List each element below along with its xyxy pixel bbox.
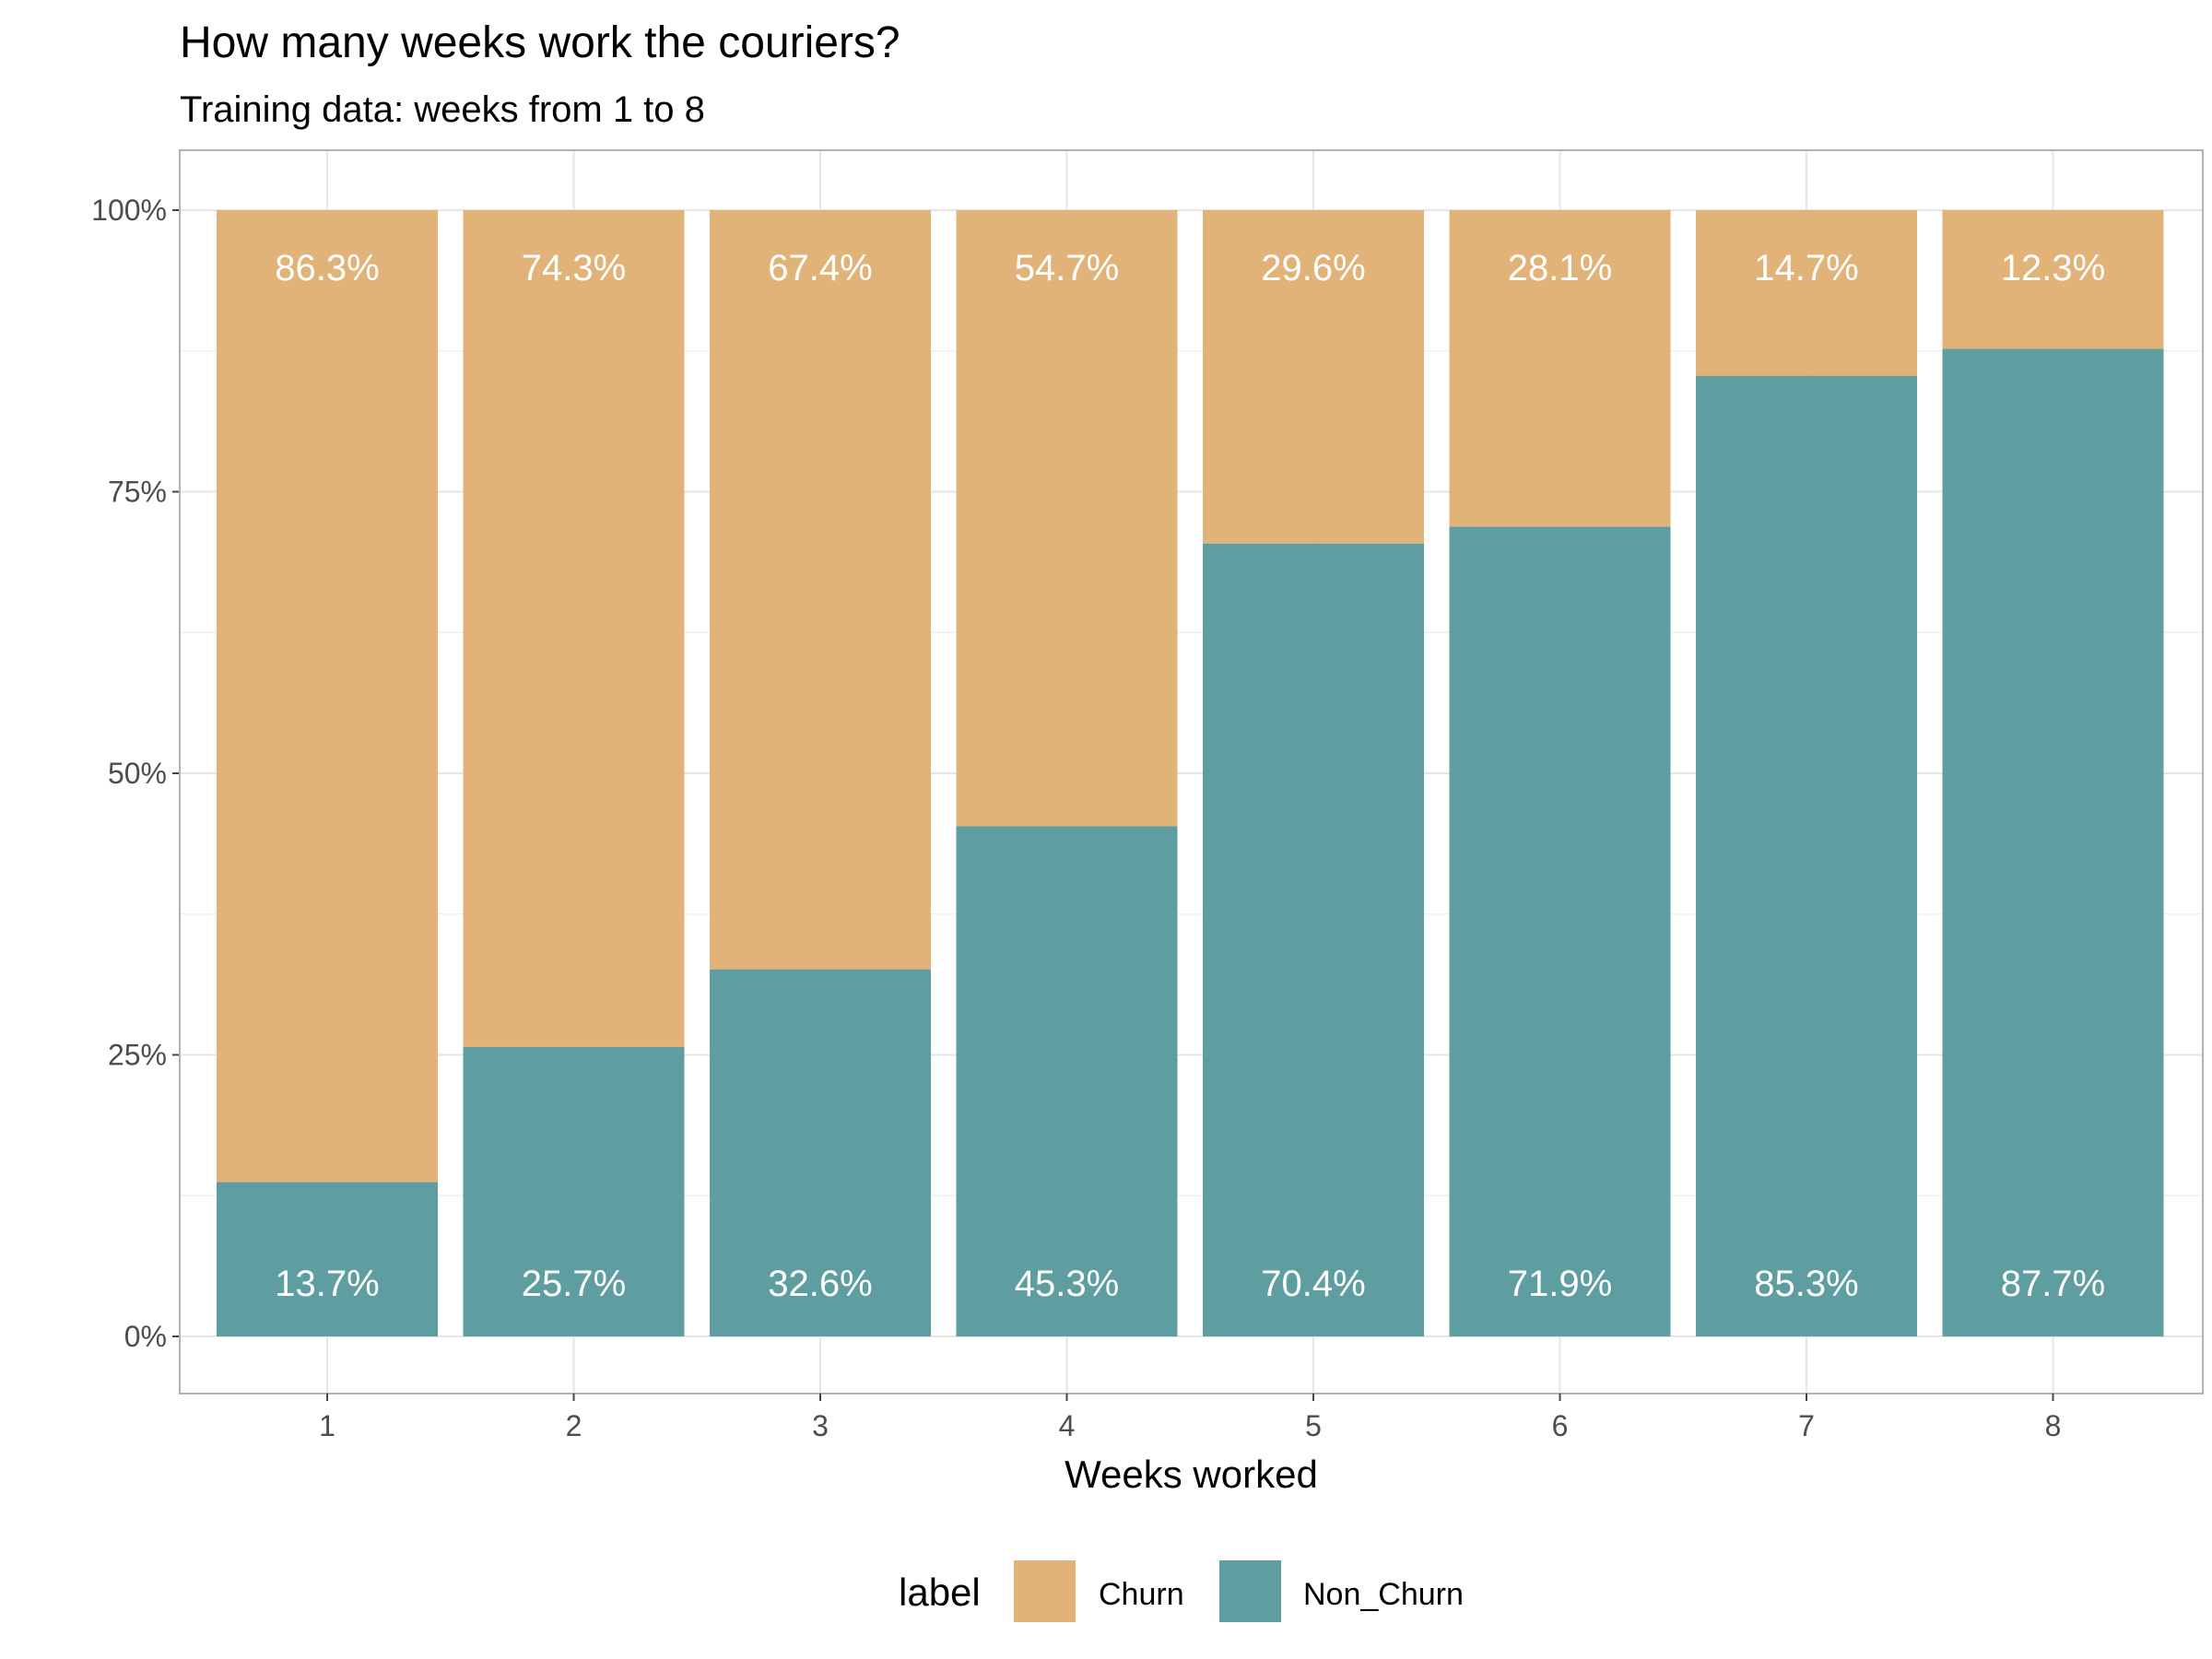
bar-churn: [956, 210, 1178, 827]
bar-non-churn: [1696, 375, 1917, 1336]
data-label-churn: 54.7%: [1015, 248, 1119, 288]
y-tick-label: 25%: [108, 1039, 167, 1072]
data-label-churn: 12.3%: [2001, 248, 2105, 288]
x-tick-label: 7: [1798, 1409, 1815, 1442]
panel-border: [179, 149, 2204, 1394]
bar-non-churn: [217, 1182, 438, 1336]
x-tick-label: 6: [1552, 1409, 1569, 1442]
data-label-non-churn: 85.3%: [1754, 1264, 1858, 1304]
x-tick-label: 8: [2045, 1409, 2062, 1442]
x-tick-label: 1: [319, 1409, 335, 1442]
bar-churn: [1942, 210, 2164, 349]
bar-churn: [1203, 210, 1424, 544]
data-label-churn: 74.3%: [522, 248, 626, 288]
data-label-non-churn: 32.6%: [768, 1264, 872, 1304]
legend-label-churn: Churn: [1099, 1577, 1184, 1612]
bar-churn: [217, 210, 438, 1182]
data-label-churn: 14.7%: [1754, 248, 1858, 288]
bar-non-churn: [1203, 543, 1424, 1336]
y-tick-label: 100%: [91, 194, 167, 227]
data-label-churn: 28.1%: [1508, 248, 1612, 288]
x-tick-label: 4: [1059, 1409, 1076, 1442]
bar-non-churn: [710, 969, 931, 1336]
y-tick-label: 75%: [108, 476, 167, 509]
data-label-non-churn: 45.3%: [1015, 1264, 1119, 1304]
x-axis-title: Weeks worked: [1065, 1453, 1318, 1496]
bar-churn: [463, 210, 685, 1047]
data-label-churn: 86.3%: [275, 248, 379, 288]
bar-non-churn: [1942, 348, 2164, 1336]
data-label-non-churn: 71.9%: [1508, 1264, 1612, 1304]
bar-churn: [1696, 210, 1917, 376]
data-label-non-churn: 13.7%: [275, 1264, 379, 1304]
legend-swatch-non-churn: [1219, 1560, 1281, 1622]
legend-title: label: [899, 1571, 981, 1614]
data-label-non-churn: 70.4%: [1261, 1264, 1365, 1304]
x-tick-label: 3: [812, 1409, 829, 1442]
bar-non-churn: [1449, 526, 1671, 1336]
bar-churn: [1449, 210, 1671, 527]
plot-area: 0% 25% 50% 75% 100% 86.3% 13.7% 74.3% 25.7% 67.4%…: [91, 149, 2204, 1442]
bar-non-churn: [956, 826, 1178, 1336]
y-tick-label: 50%: [108, 757, 167, 790]
x-tick-label: 2: [566, 1409, 582, 1442]
data-label-non-churn: 87.7%: [2001, 1264, 2105, 1304]
legend-label-non-churn: Non_Churn: [1303, 1577, 1464, 1612]
y-tick-label: 0%: [124, 1320, 167, 1353]
chart-title: How many weeks work the couriers?: [180, 18, 900, 67]
chart-subtitle: Training data: weeks from 1 to 8: [180, 89, 705, 130]
legend-swatch-churn: [1014, 1560, 1076, 1622]
data-label-churn: 29.6%: [1261, 248, 1365, 288]
legend: label Churn Non_Churn: [899, 1560, 1464, 1622]
bar-non-churn: [463, 1046, 685, 1336]
x-tick-label: 5: [1305, 1409, 1322, 1442]
data-label-churn: 67.4%: [768, 248, 872, 288]
data-label-non-churn: 25.7%: [522, 1264, 626, 1304]
bar-churn: [710, 210, 931, 970]
